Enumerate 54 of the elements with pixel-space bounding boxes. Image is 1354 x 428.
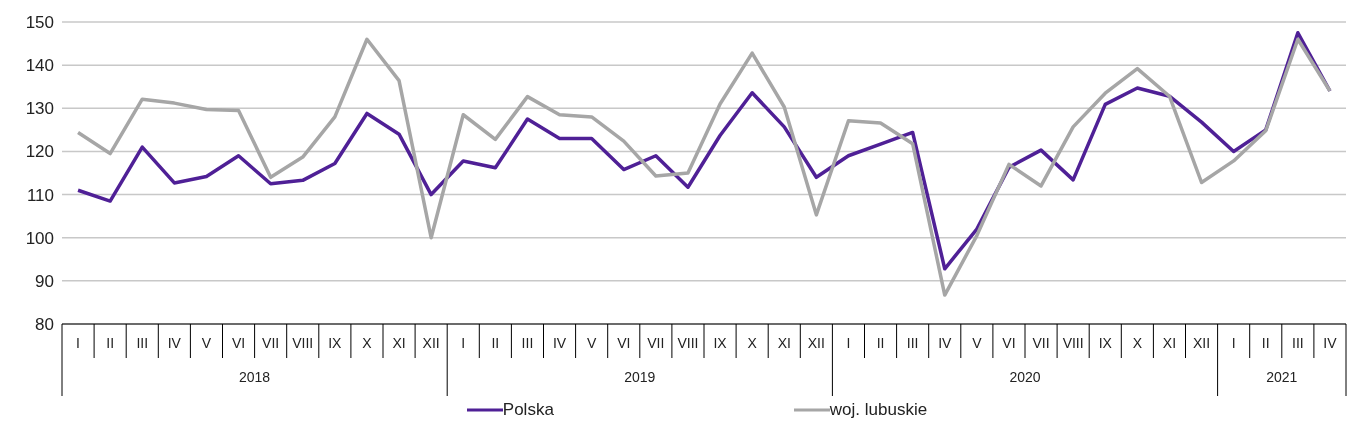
x-tick-label: XI (392, 335, 406, 351)
x-tick-label: III (906, 335, 919, 351)
x-tick-label: VI (231, 335, 246, 351)
text: 2018 (239, 369, 271, 385)
x-tick-label: XI (777, 335, 791, 351)
x-tick-label: IV (938, 335, 953, 351)
x-tick-label: IV (552, 335, 567, 351)
x-tick-label: XII (422, 335, 440, 351)
x-tick-label: I (846, 335, 851, 351)
x-tick-label: IX (1098, 335, 1113, 351)
y-tick-label: 100 (25, 228, 54, 248)
y-tick-label: 150 (25, 13, 54, 33)
x-tick-label: X (362, 335, 373, 351)
x-tick-label: III (136, 335, 149, 351)
x-tick-label: IV (1323, 335, 1338, 351)
x-tick-label: V (201, 335, 212, 351)
x-tick-label: VIII (1062, 335, 1084, 351)
x-tick-label: X (1132, 335, 1143, 351)
x-tick-label: XI (1162, 335, 1177, 351)
x-tick-label: I (1231, 335, 1236, 351)
x-tick-label: VI (617, 335, 631, 351)
x-tick-label: VIII (292, 335, 314, 351)
x-tick-label: III (521, 335, 534, 351)
x-tick-label: IV (167, 335, 182, 351)
x-tick-label: III (1292, 335, 1304, 351)
legend-label: Polska (502, 400, 554, 420)
x-tick-label: II (491, 335, 500, 351)
x-tick-label: VII (262, 335, 280, 351)
x-tick-label: VI (1002, 335, 1016, 351)
legend-label: woj. lubuskie (829, 400, 928, 420)
x-tick-label: IX (328, 335, 343, 351)
x-tick-label: II (876, 335, 885, 351)
x-tick-label: X (747, 335, 758, 351)
x-tick-label: XII (807, 335, 825, 351)
x-tick-label: VIII (677, 335, 699, 351)
x-tick-label: IX (713, 335, 728, 351)
y-tick-label: 120 (25, 142, 54, 162)
x-tick-label: I (461, 335, 466, 351)
x-tick-label: II (106, 335, 115, 351)
y-tick-label: 130 (25, 99, 54, 119)
y-tick-label: 140 (25, 56, 54, 76)
y-tick-label: 110 (26, 185, 54, 205)
y-tick-label: 80 (35, 315, 54, 335)
x-tick-label: V (972, 335, 983, 351)
text: 2020 (1009, 369, 1041, 385)
x-tick-label: I (76, 335, 80, 351)
x-tick-label: XII (1192, 335, 1211, 351)
x-tick-label: VII (647, 335, 665, 351)
x-tick-label: II (1261, 335, 1270, 351)
x-tick-label: VII (1032, 335, 1050, 351)
y-tick-label: 90 (35, 271, 54, 291)
text: 2019 (624, 369, 656, 385)
x-tick-label: V (586, 335, 597, 351)
text: 2021 (1266, 369, 1298, 385)
